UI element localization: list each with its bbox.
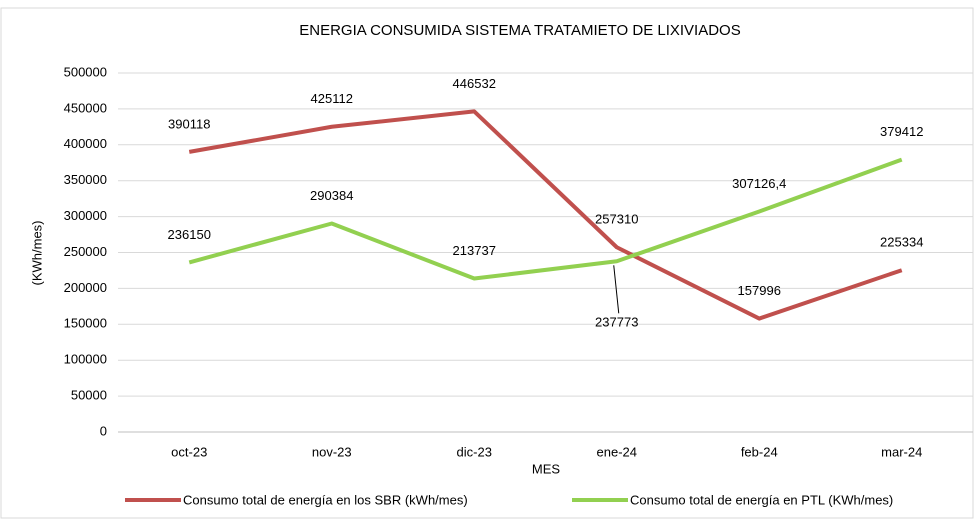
- y-tick-label: 250000: [64, 244, 107, 259]
- y-tick-label: 400000: [64, 136, 107, 151]
- data-label: 290384: [310, 188, 353, 203]
- leader-line: [613, 265, 620, 314]
- y-tick-label: 450000: [64, 100, 107, 115]
- y-tick-label: 150000: [64, 316, 107, 331]
- data-label: 225334: [880, 235, 923, 250]
- data-label: 236150: [168, 227, 211, 242]
- data-label: 390118: [168, 116, 210, 131]
- legend-label: Consumo total de energía en PTL (KWh/mes…: [630, 492, 893, 507]
- y-tick-label: 300000: [64, 208, 107, 223]
- data-label: 157996: [738, 283, 781, 298]
- x-tick-label: ene-24: [597, 444, 637, 459]
- series-line: [188, 109, 903, 321]
- x-tick-label: mar-24: [881, 444, 922, 459]
- chart-frame: [0, 7, 974, 519]
- data-label: 237773: [595, 315, 638, 330]
- data-label: 425112: [311, 91, 353, 106]
- data-label: 379412: [880, 124, 923, 139]
- x-axis-label: MES: [532, 461, 561, 476]
- data-label: 307126,4: [732, 176, 786, 191]
- data-label: 446532: [453, 76, 496, 91]
- y-tick-label: 350000: [64, 172, 107, 187]
- y-tick-label: 500000: [64, 64, 107, 79]
- y-tick-label: 100000: [64, 352, 107, 367]
- data-label: 257310: [595, 212, 638, 227]
- y-tick-label: 0: [100, 423, 107, 438]
- data-label: 213737: [453, 243, 496, 258]
- legend-label: Consumo total de energía en los SBR (kWh…: [183, 492, 468, 507]
- x-tick-label: feb-24: [741, 444, 778, 459]
- series-line: [188, 157, 903, 281]
- x-tick-label: oct-23: [171, 444, 207, 459]
- x-tick-label: nov-23: [312, 444, 352, 459]
- chart-title: ENERGIA CONSUMIDA SISTEMA TRATAMIETO DE …: [299, 22, 740, 39]
- y-tick-label: 200000: [64, 280, 107, 295]
- y-axis-label: (KWh/mes): [29, 221, 44, 286]
- y-tick-label: 50000: [71, 388, 107, 403]
- x-tick-label: dic-23: [457, 444, 492, 459]
